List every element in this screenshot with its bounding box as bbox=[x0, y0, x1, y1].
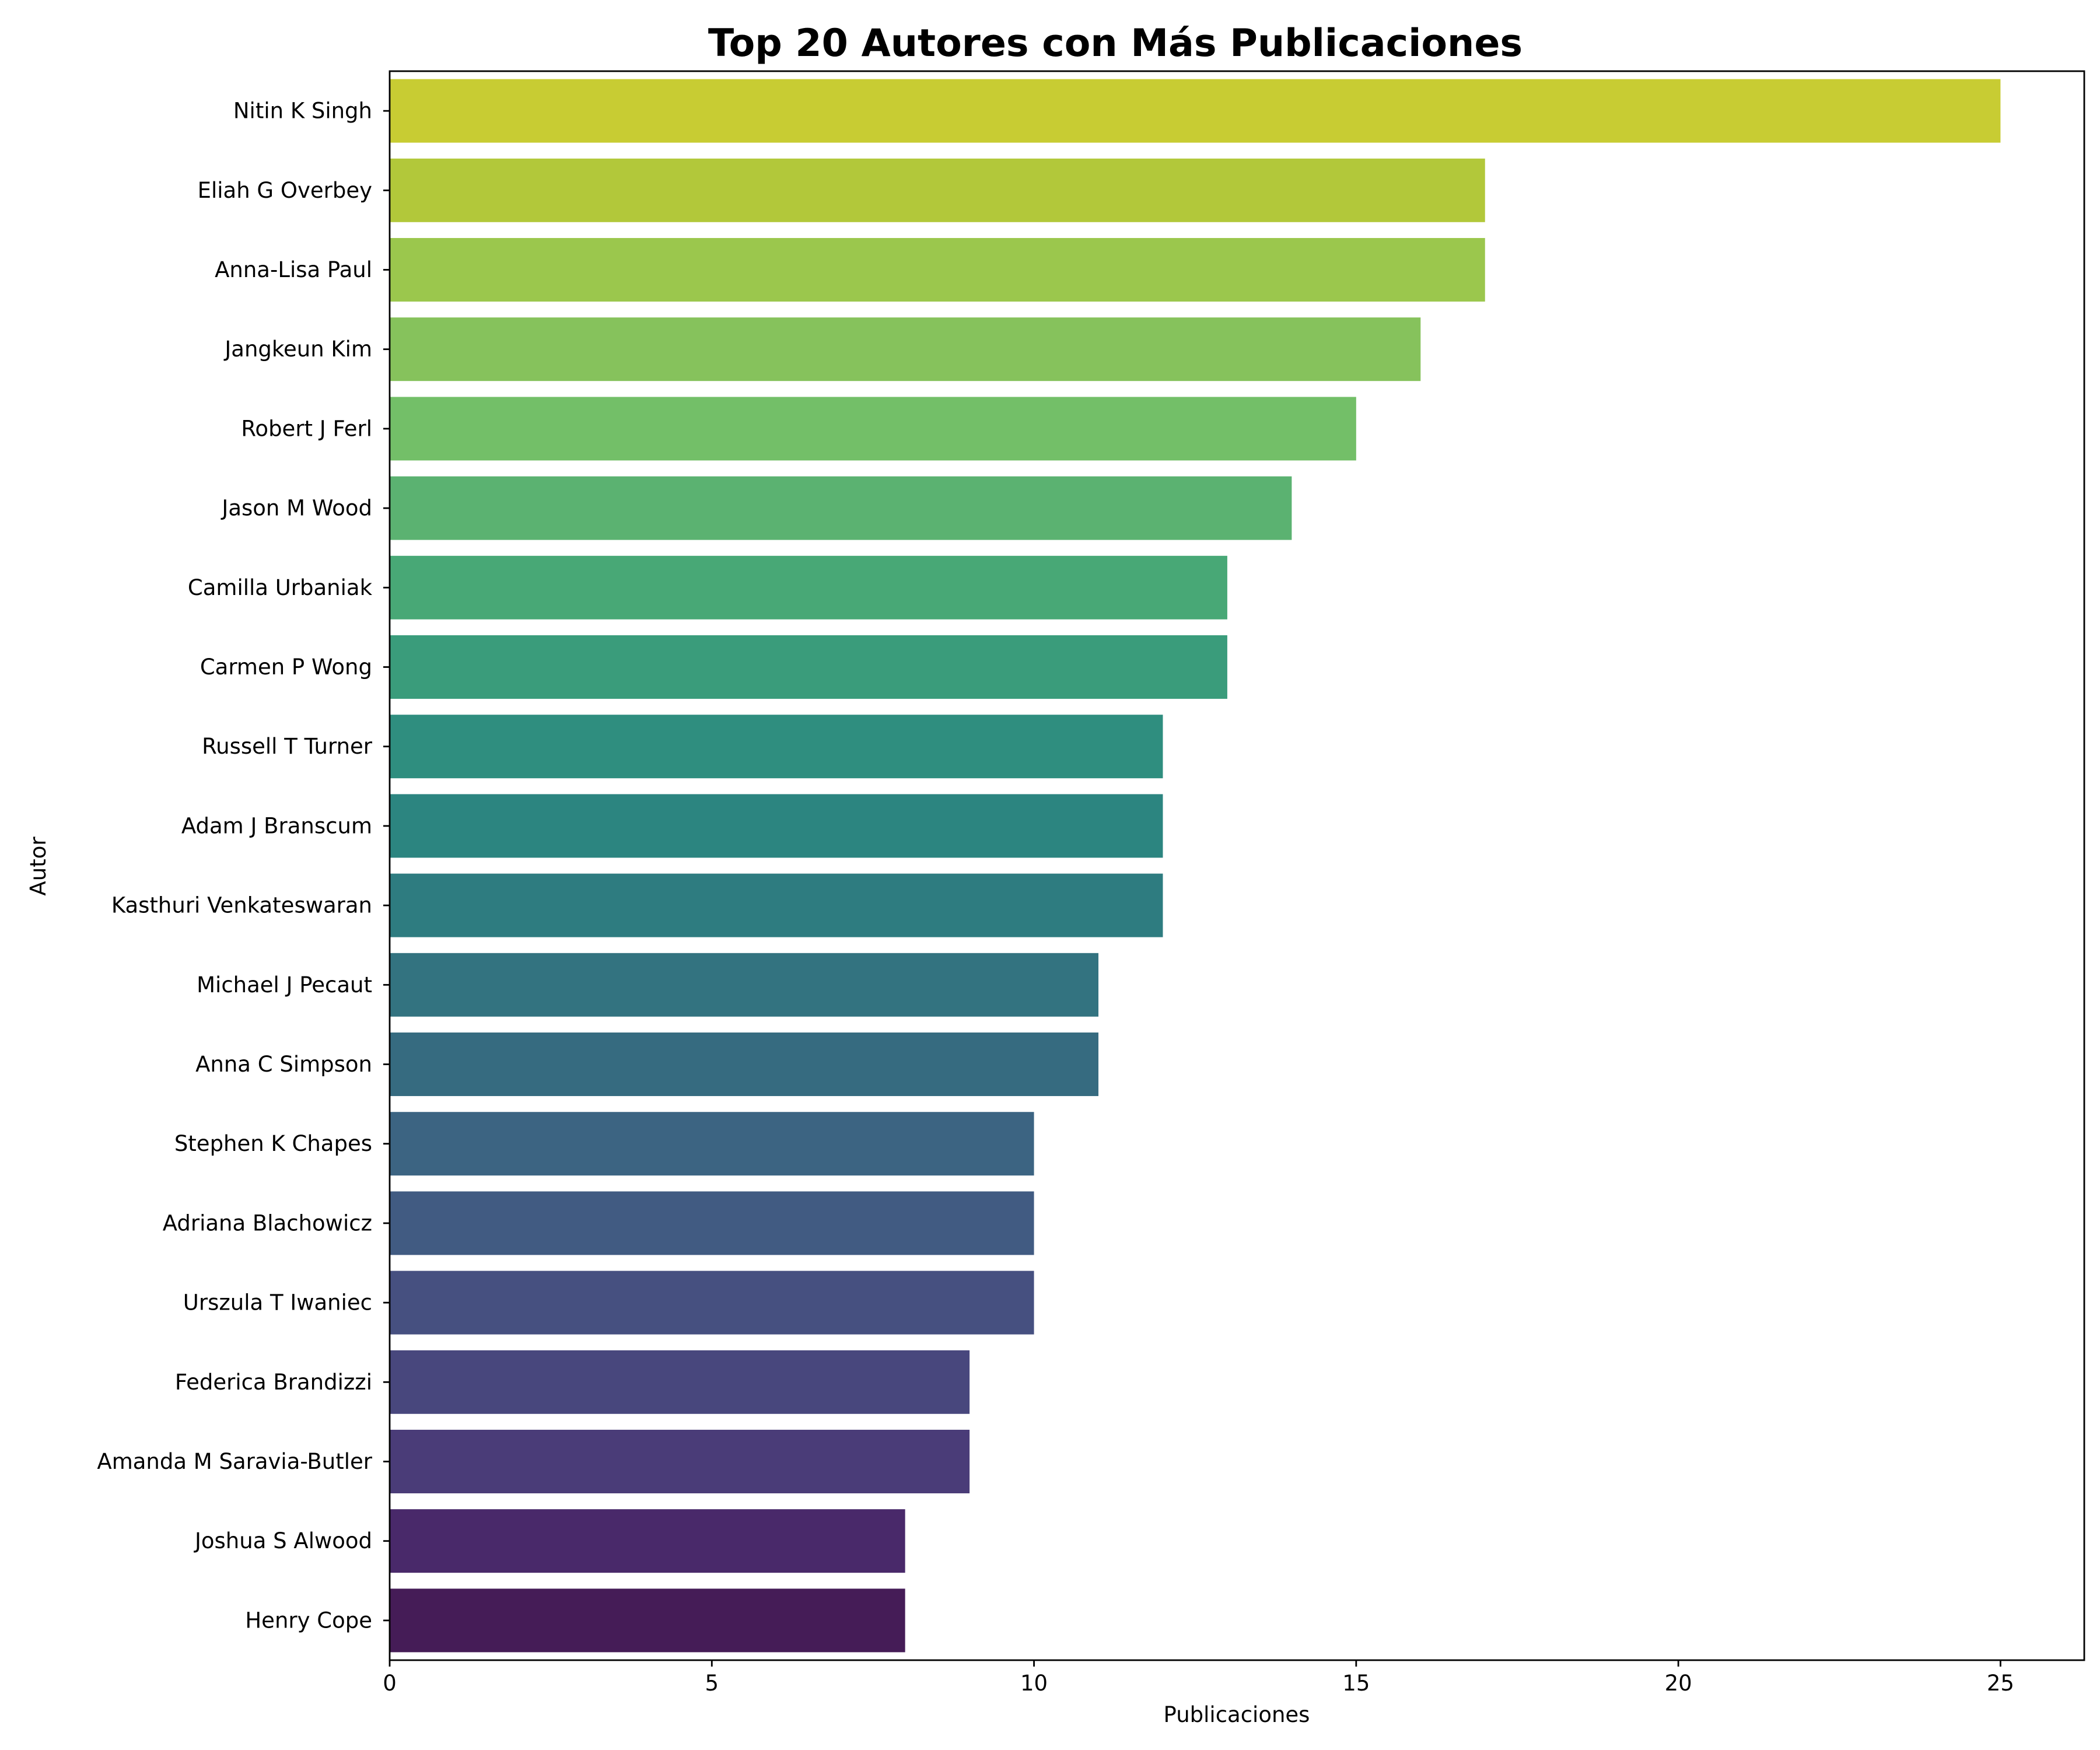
y-tick-label: Urszula T Iwaniec bbox=[183, 1290, 372, 1315]
bar bbox=[390, 1191, 1034, 1255]
bar bbox=[390, 1509, 905, 1573]
bar bbox=[390, 794, 1163, 858]
y-tick-label: Adam J Branscum bbox=[181, 813, 372, 838]
bar bbox=[390, 1112, 1034, 1176]
bars-group bbox=[390, 79, 2001, 1653]
y-axis-label: Autor bbox=[26, 836, 51, 896]
x-tick-label: 5 bbox=[705, 1671, 719, 1696]
bar bbox=[390, 238, 1485, 302]
bar bbox=[390, 1588, 905, 1653]
y-tick-label: Carmen P Wong bbox=[200, 654, 372, 680]
x-tick-label: 20 bbox=[1665, 1671, 1692, 1696]
bar bbox=[390, 79, 2001, 143]
y-tick-label: Stephen K Chapes bbox=[174, 1131, 372, 1156]
y-tick-label: Russell T Turner bbox=[202, 734, 373, 759]
plot-frame bbox=[388, 70, 2085, 1661]
bar bbox=[390, 1270, 1034, 1335]
y-tick-label: Adriana Blachowicz bbox=[163, 1210, 372, 1236]
y-tick-label: Michael J Pecaut bbox=[197, 972, 372, 998]
y-tick-label: Eliah G Overbey bbox=[198, 178, 372, 203]
x-tick-label: 10 bbox=[1020, 1671, 1048, 1696]
bar bbox=[390, 1430, 970, 1493]
bar bbox=[390, 1032, 1099, 1096]
bar bbox=[390, 555, 1227, 620]
y-tick-label: Joshua S Alwood bbox=[194, 1528, 372, 1553]
y-tick-label: Camilla Urbaniak bbox=[188, 575, 373, 600]
y-tick-label: Anna C Simpson bbox=[195, 1052, 372, 1077]
x-axis-label: Publicaciones bbox=[1164, 1702, 1310, 1727]
y-axis-ticks: Nitin K Singh Eliah G Overbey Anna-Lisa Pa… bbox=[97, 99, 390, 1633]
y-tick-label: Robert J Ferl bbox=[241, 416, 372, 441]
x-axis-ticks: 0 5 10 15 20 25 bbox=[383, 1660, 2014, 1696]
bar bbox=[390, 635, 1227, 699]
x-tick-label: 25 bbox=[1987, 1671, 2014, 1696]
y-tick-label: Jangkeun Kim bbox=[223, 337, 372, 362]
x-tick-label: 0 bbox=[383, 1671, 397, 1696]
y-tick-label: Anna-Lisa Paul bbox=[215, 257, 372, 282]
y-tick-label: Jason M Wood bbox=[220, 496, 372, 521]
bar bbox=[390, 317, 1421, 382]
bar bbox=[390, 397, 1356, 461]
y-tick-label: Amanda M Saravia-Butler bbox=[97, 1449, 372, 1474]
bar bbox=[390, 953, 1099, 1017]
y-tick-label: Federica Brandizzi bbox=[175, 1370, 372, 1395]
bar bbox=[390, 1350, 970, 1414]
bar bbox=[390, 158, 1485, 222]
chart-title: Top 20 Autores con Más Publicaciones bbox=[708, 22, 1522, 65]
bar bbox=[390, 715, 1163, 779]
bar bbox=[390, 476, 1292, 540]
bar bbox=[390, 873, 1163, 937]
x-tick-label: 15 bbox=[1342, 1671, 1370, 1696]
y-tick-label: Henry Cope bbox=[245, 1608, 372, 1633]
y-tick-label: Kasthuri Venkateswaran bbox=[111, 893, 372, 918]
y-tick-label: Nitin K Singh bbox=[233, 99, 372, 124]
